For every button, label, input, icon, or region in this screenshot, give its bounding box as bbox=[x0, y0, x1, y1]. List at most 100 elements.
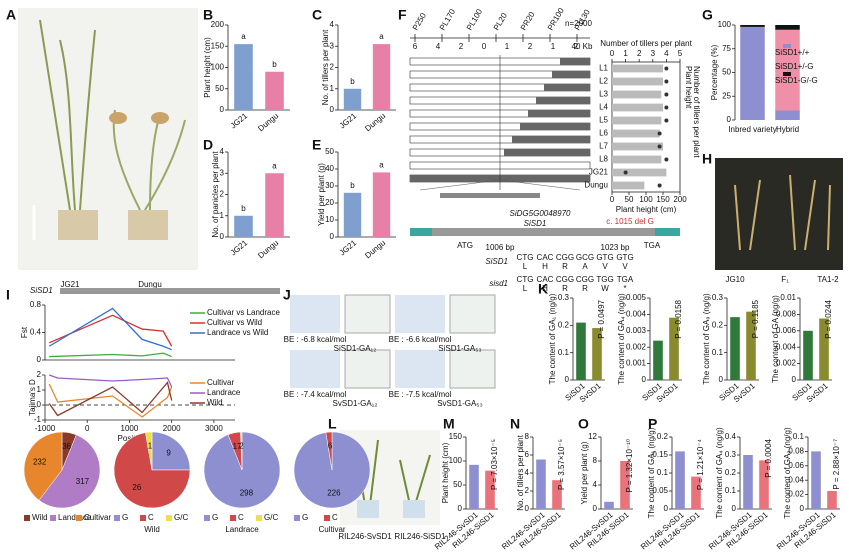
panel-label: D bbox=[203, 137, 213, 153]
legend-label: G/C bbox=[264, 513, 278, 522]
legend-label: Landrace vs Wild bbox=[207, 328, 268, 337]
bar bbox=[612, 168, 667, 177]
data-label: 17 bbox=[233, 442, 242, 451]
amino-acid: W bbox=[601, 284, 609, 293]
legend-label: Landrace bbox=[207, 388, 241, 397]
y-tick-label: 0 bbox=[525, 504, 530, 513]
gene-model bbox=[410, 228, 680, 236]
photo-label: JG10 bbox=[725, 275, 745, 284]
y-tick-label: 0.002 bbox=[626, 342, 647, 351]
y-tick-label: 2 bbox=[220, 190, 225, 199]
legend-label: Wild bbox=[207, 398, 223, 407]
photo-label: F₁ bbox=[781, 275, 789, 284]
bar-segment bbox=[740, 26, 765, 120]
x-tick-label: 2000 bbox=[163, 424, 181, 433]
recombinant-count: 0 bbox=[482, 42, 487, 51]
codon: CGG bbox=[576, 275, 594, 284]
row-label: L8 bbox=[599, 155, 608, 164]
codon: CTG bbox=[517, 253, 534, 262]
y-axis-label: Yield per plant (g) bbox=[317, 163, 326, 226]
y-tick-label: 0 bbox=[732, 504, 737, 513]
y-tick-label: 0 bbox=[565, 375, 570, 384]
utr bbox=[655, 228, 680, 236]
panel-label: M bbox=[443, 416, 455, 432]
line bbox=[48, 381, 173, 417]
y-tick-label: 0 bbox=[792, 375, 797, 384]
bar bbox=[265, 71, 284, 110]
x-tick-label: JG21 bbox=[338, 238, 359, 258]
y-tick-label: 4 bbox=[220, 147, 225, 156]
legend-swatch bbox=[166, 515, 172, 521]
bar bbox=[612, 103, 663, 112]
bar bbox=[827, 491, 837, 509]
row-label: L6 bbox=[599, 129, 608, 138]
bar bbox=[612, 155, 662, 164]
allele-name: sisd1 bbox=[489, 279, 508, 288]
photo-h bbox=[715, 158, 843, 270]
bar bbox=[536, 459, 546, 509]
docking-complex: SiSD1-GA₁₂ bbox=[334, 344, 377, 353]
y-tick-label: 0.1 bbox=[712, 348, 724, 357]
y-tick-label: 0.02 bbox=[788, 490, 804, 499]
photo-a bbox=[18, 8, 198, 270]
bar bbox=[730, 317, 740, 380]
x-tick-label: 1000 bbox=[121, 424, 139, 433]
gene-model-small bbox=[440, 193, 540, 198]
bar bbox=[372, 172, 391, 237]
legend-label: G bbox=[212, 513, 218, 522]
stop-codon: TGA bbox=[644, 241, 661, 250]
x2-tick-label: 2 bbox=[637, 49, 642, 58]
line bbox=[49, 374, 173, 388]
docking-energy: BE : -7.4 kcal/mol bbox=[284, 390, 347, 399]
bar bbox=[612, 90, 662, 99]
y-tick-label: 40 bbox=[325, 164, 334, 173]
photo-label: RIL246-SiSD1 bbox=[394, 532, 446, 541]
y-tick-label: 30 bbox=[325, 181, 334, 190]
marker-name: PR100 bbox=[546, 6, 566, 32]
docking-complex: SiSD1-GA₅₃ bbox=[438, 344, 481, 353]
y-tick-label: 0 bbox=[330, 105, 335, 114]
legend-label: G/C bbox=[174, 513, 188, 522]
recombinant-count: 1 bbox=[505, 42, 510, 51]
panel-label: N bbox=[510, 416, 520, 432]
x2-tick-label: 3 bbox=[651, 49, 656, 58]
y-tick-label: 75 bbox=[722, 44, 731, 53]
y-tick-label: 0 bbox=[37, 355, 42, 364]
y-tick-label: 0.005 bbox=[626, 293, 647, 302]
right-bp: 1023 bp bbox=[601, 243, 630, 252]
bar bbox=[612, 142, 663, 151]
y-tick-label: 4 bbox=[525, 468, 530, 477]
y-tick-label: 6 bbox=[525, 450, 530, 459]
data-label: 317 bbox=[76, 477, 90, 486]
legend-swatch bbox=[294, 515, 300, 521]
genotype-segment bbox=[552, 71, 590, 78]
data-label: 298 bbox=[240, 488, 254, 497]
data-label: 2 bbox=[239, 442, 244, 451]
y-tick-label: 2 bbox=[525, 486, 530, 495]
amino-acid: R bbox=[562, 284, 568, 293]
y-tick-label: 0 bbox=[642, 375, 647, 384]
p-value: P = 0.0004 bbox=[764, 438, 773, 477]
panel-label: F bbox=[398, 7, 407, 23]
docking-energy: BE : -6.8 kcal/mol bbox=[284, 335, 347, 344]
y-tick-label: 0.1 bbox=[558, 348, 570, 357]
dot bbox=[623, 170, 628, 175]
bar bbox=[469, 464, 479, 509]
legend-label: G bbox=[302, 513, 308, 522]
recombinant-count: 2 bbox=[459, 42, 464, 51]
amino-acid: L bbox=[523, 262, 528, 271]
bar bbox=[620, 461, 630, 509]
x-tick-label: Dungu bbox=[256, 238, 280, 260]
significance: b bbox=[350, 181, 355, 190]
genotype-segment bbox=[512, 136, 590, 143]
pie-slice bbox=[38, 434, 101, 509]
x-tick-label: JG21 bbox=[229, 238, 250, 258]
y-axis-label: The content of GA₉ (ng/g) bbox=[783, 427, 792, 519]
pie-slice bbox=[145, 431, 153, 471]
y-tick-label: 0 bbox=[800, 504, 805, 513]
x-axis-label: Plant height (cm) bbox=[616, 205, 677, 214]
recombinant-count: 6 bbox=[413, 42, 418, 51]
legend-swatch bbox=[140, 515, 146, 521]
legend-swatch bbox=[76, 515, 82, 521]
p-value: P = 7.03×10⁻⁵ bbox=[490, 439, 499, 490]
